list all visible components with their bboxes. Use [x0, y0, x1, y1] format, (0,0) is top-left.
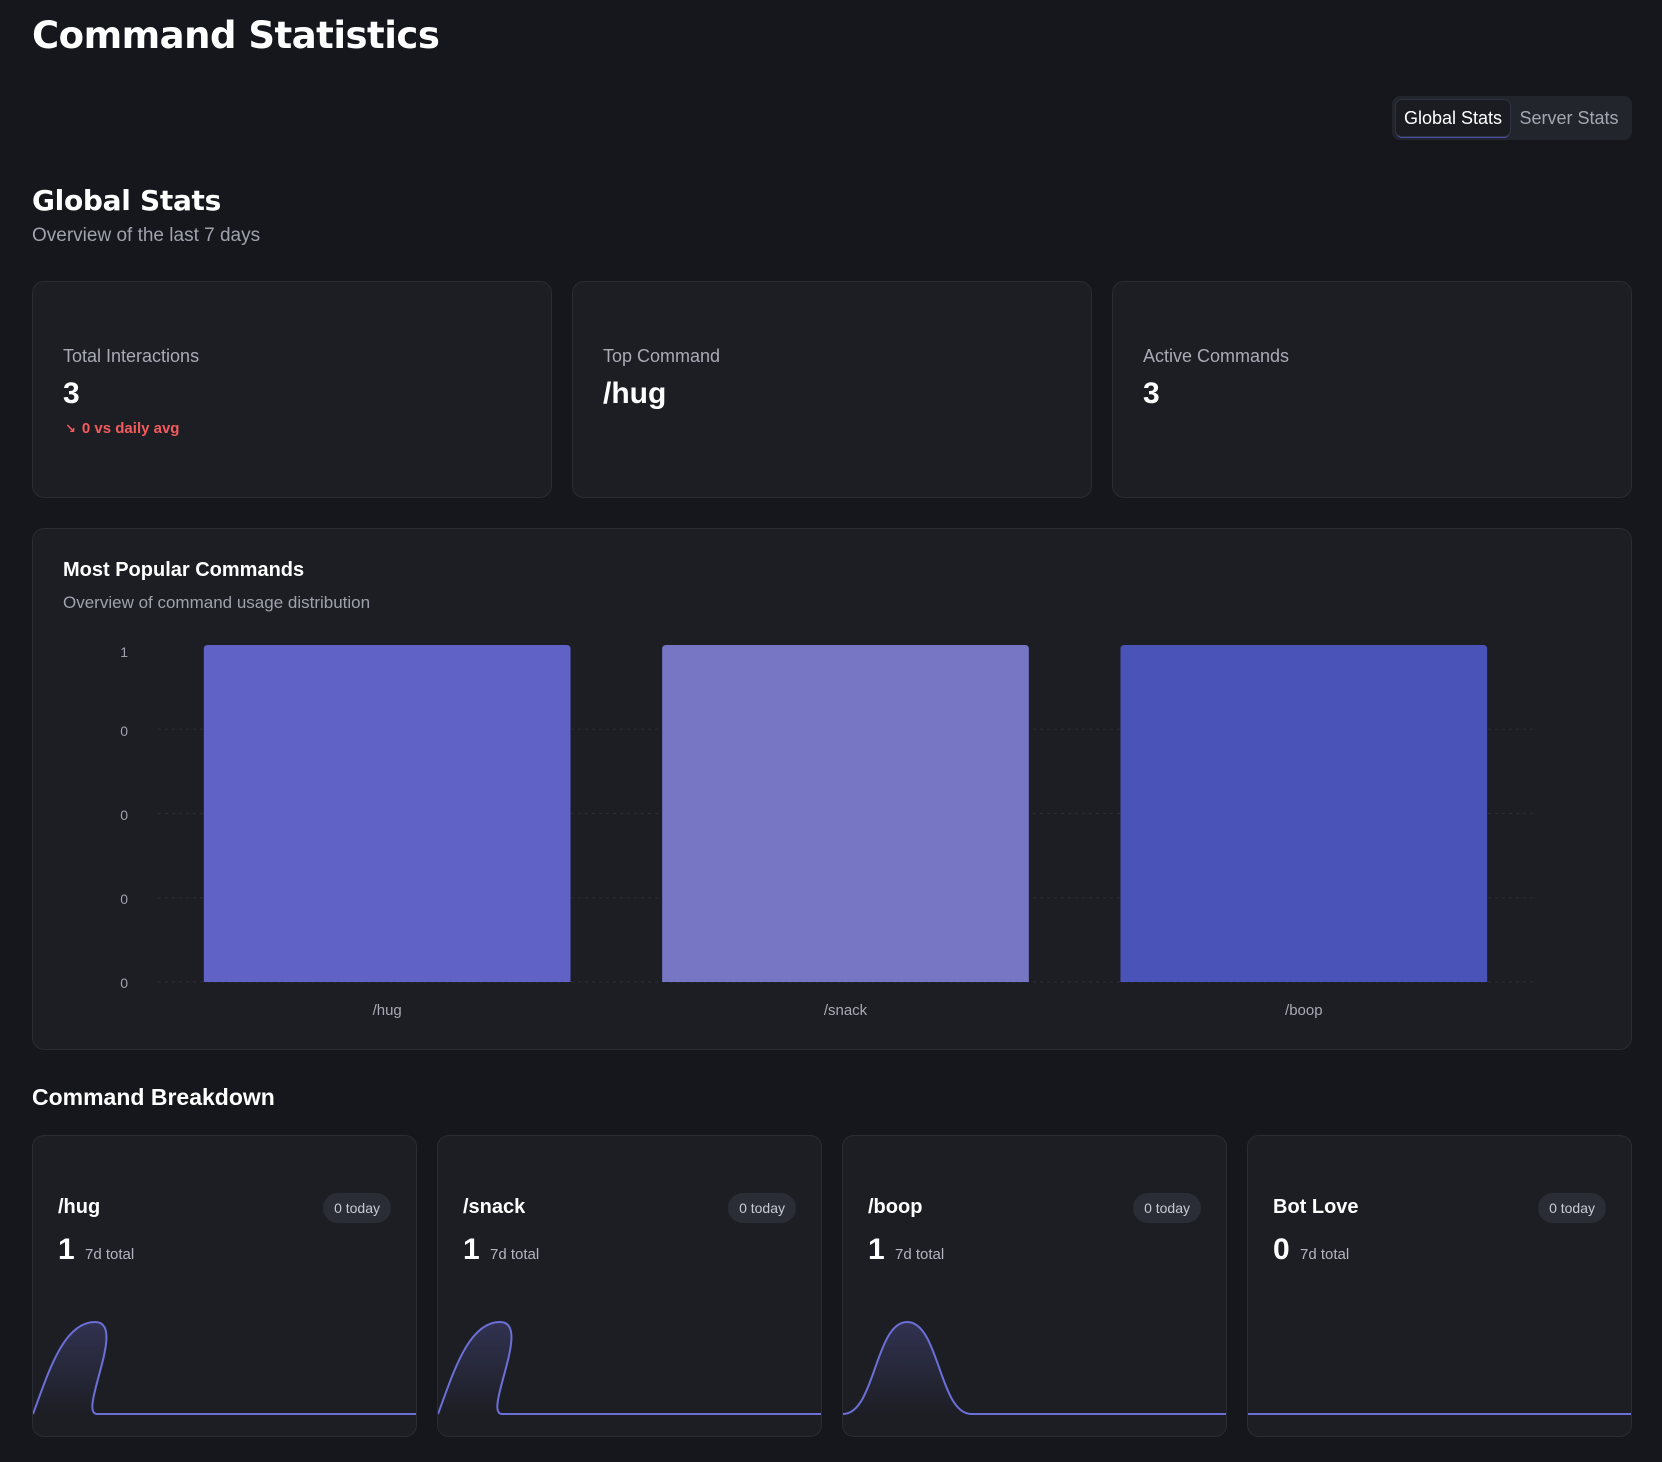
tab-global-stats[interactable]: Global Stats [1396, 100, 1510, 136]
sparkline-line [438, 1320, 821, 1415]
total-label: 7d total [85, 1246, 135, 1263]
y-tick-label: 0 [120, 723, 128, 739]
command-name: Bot Love [1273, 1196, 1359, 1218]
today-badge: 0 today [1538, 1193, 1606, 1223]
x-tick-label: /snack [824, 1002, 868, 1019]
stat-card-active-commands: Active Commands 3 [1112, 281, 1632, 498]
today-badge: 0 today [323, 1193, 391, 1223]
page-title: Command Statistics [32, 14, 440, 57]
sparkline-line [843, 1320, 1226, 1415]
y-tick-label: 0 [120, 807, 128, 823]
total-label: 7d total [490, 1246, 540, 1263]
y-tick-label: 1 [120, 644, 128, 660]
command-name: /snack [463, 1196, 526, 1218]
section-title: Global Stats [32, 184, 221, 217]
y-tick-label: 0 [120, 975, 128, 991]
bar[interactable] [662, 645, 1029, 982]
sparkline-line [33, 1320, 416, 1415]
sparkline [1248, 1413, 1631, 1415]
command-total: 0 [1273, 1233, 1290, 1266]
command-name: /hug [58, 1196, 101, 1218]
today-badge: 0 today [1133, 1193, 1201, 1223]
chart-title: Most Popular Commands [63, 559, 305, 581]
sparkline [33, 1320, 416, 1415]
stat-label: Active Commands [1143, 346, 1290, 366]
x-tick-label: /boop [1285, 1002, 1323, 1019]
sparkline [843, 1320, 1226, 1415]
tab-server-stats[interactable]: Server Stats [1519, 107, 1619, 128]
stat-value: /hug [603, 377, 667, 410]
stats-tab-switch: Global Stats Server Stats [1392, 96, 1632, 140]
stat-value: 3 [1143, 377, 1160, 410]
command-name: /boop [868, 1196, 923, 1218]
command-card-boop: /boop 0 today 1 7d total [842, 1135, 1227, 1437]
stat-delta: ↘ 0 vs daily avg [65, 420, 179, 437]
command-card-bot-love: Bot Love 0 today 0 7d total [1247, 1135, 1632, 1437]
command-total: 1 [58, 1233, 75, 1266]
sparkline-area [438, 1322, 821, 1414]
sparkline-area [843, 1322, 1226, 1414]
stat-label: Top Command [603, 346, 721, 366]
x-tick-label: /hug [373, 1002, 402, 1019]
bar-chart: 0 0 0 0 1/hug/snack/boop [120, 644, 1533, 1019]
stat-value: 3 [63, 377, 80, 410]
total-label: 7d total [1300, 1246, 1350, 1263]
today-badge: 0 today [728, 1193, 796, 1223]
bar[interactable] [203, 645, 571, 982]
breakdown-title: Command Breakdown [32, 1084, 275, 1110]
total-label: 7d total [895, 1246, 945, 1263]
stat-label: Total Interactions [63, 346, 200, 366]
sparkline-area [33, 1322, 416, 1414]
popular-commands-chart-card: Most Popular Commands Overview of comman… [32, 528, 1632, 1050]
y-tick-label: 0 [120, 891, 128, 907]
command-card-snack: /snack 0 today 1 7d total [437, 1135, 822, 1437]
chart-subtitle: Overview of command usage distribution [63, 593, 371, 612]
command-total: 1 [868, 1233, 885, 1266]
arrow-down-right-icon: ↘ [65, 421, 76, 436]
stat-card-total-interactions: Total Interactions 3 ↘ 0 vs daily avg [32, 281, 552, 498]
stat-delta-text: 0 vs daily avg [81, 420, 180, 437]
stat-card-top-command: Top Command /hug [572, 281, 1092, 498]
command-card-hug: /hug 0 today 1 7d total [32, 1135, 417, 1437]
command-total: 1 [463, 1233, 480, 1266]
sparkline [438, 1320, 821, 1415]
bar[interactable] [1120, 645, 1488, 982]
section-subtitle: Overview of the last 7 days [32, 225, 261, 246]
